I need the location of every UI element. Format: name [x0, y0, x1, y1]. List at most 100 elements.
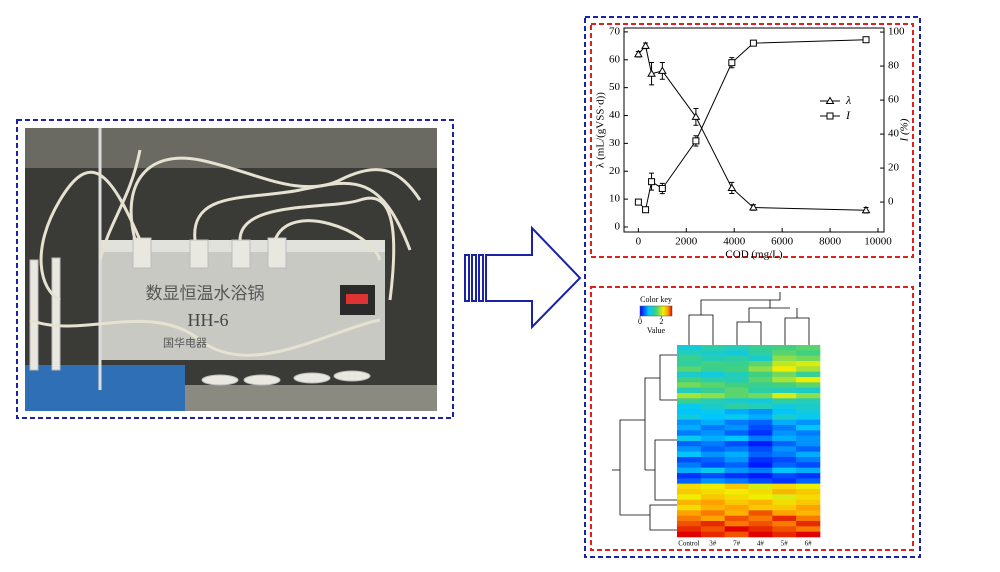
heatmap-cell [724, 361, 749, 367]
heatmap-cell [772, 483, 797, 490]
heatmap-cell [748, 345, 773, 351]
heatmap-cell [677, 387, 702, 394]
data-point [657, 66, 667, 74]
heatmap-cell [724, 462, 749, 468]
heatmap-cell [700, 441, 725, 447]
heatmap-cell [748, 430, 773, 436]
heatmap-cell [748, 425, 773, 431]
data-point [647, 69, 656, 77]
heatmap-cell [700, 377, 725, 383]
heatmap-cell [748, 473, 773, 479]
colorbar-tick-label: 2 [659, 317, 663, 326]
heatmap-cell [677, 345, 702, 351]
heatmap-cell [772, 489, 797, 495]
heatmap-cell [796, 457, 821, 463]
heatmap-cell [796, 462, 821, 468]
x-tick-label: 8000 [819, 236, 842, 248]
heatmap-cell [772, 499, 797, 506]
photo-text: 国华电器 [163, 336, 207, 350]
heatmap-cell [700, 478, 725, 484]
heatmap-cell [724, 366, 749, 372]
heatmap-cell [724, 446, 749, 452]
x-tick-label: 10000 [864, 236, 892, 248]
heatmap-cell [677, 510, 702, 516]
heatmap-cell [724, 457, 749, 463]
heatmap-cell [677, 355, 702, 362]
heatmap-cell [677, 494, 702, 500]
heatmap-cell [748, 414, 773, 420]
heatmap-cell [724, 505, 749, 511]
heatmap-cell [724, 371, 749, 378]
heatmap-cell [700, 414, 725, 420]
heatmap-cell [677, 414, 702, 420]
heatmap-cell [724, 430, 749, 436]
y-tick-label: 10 [609, 193, 621, 205]
heatmap-cell [772, 425, 797, 431]
heatmap-cell [748, 355, 773, 362]
y-tick-label: 50 [609, 81, 621, 93]
heatmap-cell [700, 382, 725, 388]
heatmap-cell [796, 414, 821, 420]
heatmap-cell [677, 393, 702, 399]
photo: 数显恒温水浴锅 HH-6 国华电器 [25, 128, 437, 411]
heatmap-cell [772, 377, 797, 383]
heatmap-cell [700, 398, 725, 404]
heatmap-cell [748, 361, 773, 367]
y-tick-label: 40 [609, 109, 621, 121]
heatmap-cell [700, 430, 725, 436]
colorbar-title: Color key [640, 295, 672, 304]
y-tick-label: 30 [609, 137, 621, 149]
heatmap-cell [677, 382, 702, 388]
heatmap-cell [772, 361, 797, 367]
heatmap-cell [677, 521, 702, 527]
stand-base [25, 365, 185, 411]
heatmap-cell [772, 457, 797, 463]
heatmap-cell [772, 403, 797, 410]
heatmap-cell [772, 462, 797, 468]
heatmap-cell [677, 478, 702, 484]
heatmap-frame [590, 286, 914, 551]
heatmap-cell [700, 345, 725, 351]
heatmap-cell [796, 531, 821, 538]
heatmap-cell [748, 526, 773, 532]
heatmap-cell [700, 499, 725, 506]
y2-tick-label: 40 [888, 128, 900, 140]
heatmap-cell [796, 494, 821, 500]
heatmap-cell [677, 446, 702, 452]
heatmap-cell [700, 451, 725, 458]
y2-tick-label: 100 [888, 26, 905, 38]
heatmap-cell [677, 409, 702, 415]
heatmap-cell [724, 403, 749, 410]
heatmap-cell [772, 355, 797, 362]
heatmap-cell [796, 499, 821, 506]
heatmap-cell [724, 409, 749, 415]
heatmap-cell [677, 531, 702, 538]
heatmap-cell [677, 467, 702, 474]
heatmap-cell [724, 398, 749, 404]
heatmap-cell [748, 531, 773, 538]
data-point [749, 202, 758, 211]
heatmap-cell [772, 473, 797, 479]
heatmap-cell [677, 462, 702, 468]
heatmap-cell [796, 403, 821, 410]
heatmap-cell [772, 451, 797, 458]
heatmap-cell [677, 430, 702, 436]
heatmap-cell [796, 393, 821, 399]
heatmap-cell [796, 451, 821, 458]
heatmap-cell [677, 526, 702, 532]
heatmap-cell [748, 499, 773, 506]
heatmap-cell [700, 515, 725, 522]
heatmap-cell [677, 457, 702, 463]
data-point [861, 205, 871, 214]
data-point [749, 39, 757, 47]
colorbar-label: Value [647, 326, 666, 335]
heatmap-cell [796, 430, 821, 436]
heatmap-cell [724, 526, 749, 532]
heatmap-cell [772, 414, 797, 420]
heatmap-cell [700, 361, 725, 367]
x-axis-label: COD (mg/L) [725, 249, 782, 261]
heatmap-cell [796, 473, 821, 479]
data-point [641, 41, 650, 49]
data-point [658, 184, 666, 192]
